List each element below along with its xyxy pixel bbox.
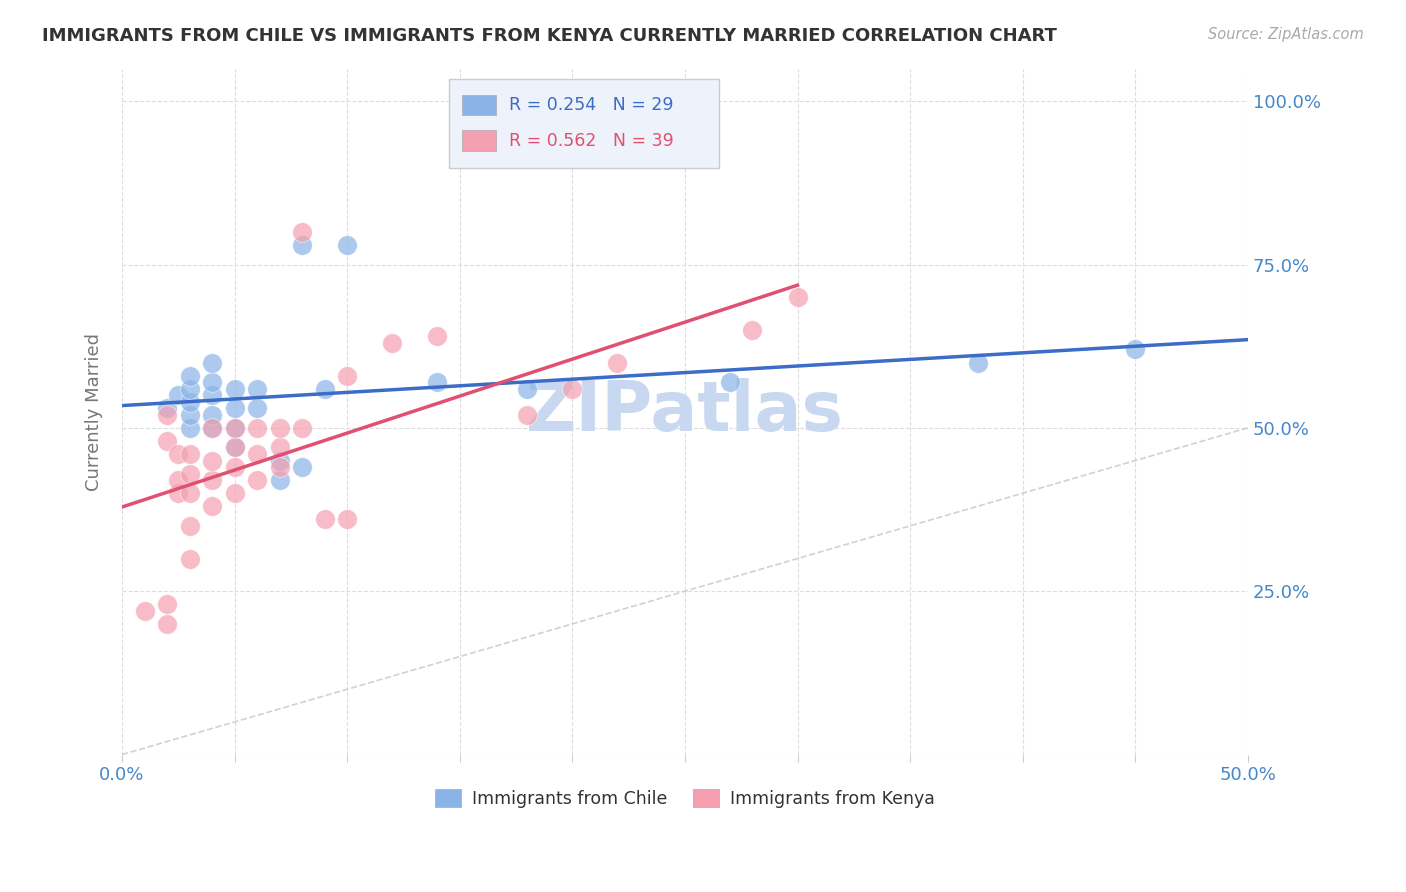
Point <box>314 512 336 526</box>
Point <box>134 604 156 618</box>
FancyBboxPatch shape <box>463 130 496 151</box>
Point <box>224 421 246 435</box>
Point <box>269 460 291 475</box>
Point <box>381 335 404 350</box>
Point <box>269 473 291 487</box>
Point <box>224 401 246 416</box>
Point <box>269 421 291 435</box>
Point <box>426 375 449 389</box>
Point <box>201 388 224 402</box>
Point <box>201 453 224 467</box>
Point <box>167 388 190 402</box>
Point <box>179 519 201 533</box>
Point <box>291 460 314 475</box>
Point <box>224 486 246 500</box>
Text: R = 0.254   N = 29: R = 0.254 N = 29 <box>509 95 673 114</box>
Point <box>201 355 224 369</box>
Point <box>269 453 291 467</box>
Point <box>224 441 246 455</box>
FancyBboxPatch shape <box>449 78 718 168</box>
Point <box>741 323 763 337</box>
Point <box>224 460 246 475</box>
Point <box>179 486 201 500</box>
Point <box>246 401 269 416</box>
Point <box>314 382 336 396</box>
Point <box>224 441 246 455</box>
Point <box>786 290 808 304</box>
Point <box>224 382 246 396</box>
Point <box>291 238 314 252</box>
Text: IMMIGRANTS FROM CHILE VS IMMIGRANTS FROM KENYA CURRENTLY MARRIED CORRELATION CHA: IMMIGRANTS FROM CHILE VS IMMIGRANTS FROM… <box>42 27 1057 45</box>
Point <box>966 355 988 369</box>
Point <box>201 473 224 487</box>
Point <box>179 421 201 435</box>
Point <box>179 447 201 461</box>
Point <box>336 238 359 252</box>
Point <box>167 473 190 487</box>
Y-axis label: Currently Married: Currently Married <box>86 333 103 491</box>
Point <box>291 225 314 239</box>
Point <box>246 421 269 435</box>
Point <box>336 368 359 383</box>
Point <box>516 382 538 396</box>
Point <box>246 447 269 461</box>
Point <box>246 382 269 396</box>
Point <box>156 597 179 611</box>
Point <box>179 382 201 396</box>
Point <box>201 421 224 435</box>
Point <box>179 467 201 481</box>
Text: Source: ZipAtlas.com: Source: ZipAtlas.com <box>1208 27 1364 42</box>
Point <box>269 441 291 455</box>
Text: ZIPatlas: ZIPatlas <box>526 378 844 445</box>
Point <box>201 375 224 389</box>
Point <box>156 616 179 631</box>
Point <box>179 408 201 422</box>
Point <box>426 329 449 343</box>
Point <box>246 473 269 487</box>
Point <box>1123 343 1146 357</box>
Point <box>179 394 201 409</box>
Point <box>156 401 179 416</box>
Point <box>224 421 246 435</box>
Point <box>167 486 190 500</box>
Point <box>201 408 224 422</box>
Point <box>718 375 741 389</box>
FancyBboxPatch shape <box>463 95 496 115</box>
Point <box>167 447 190 461</box>
Point <box>516 408 538 422</box>
Point <box>201 421 224 435</box>
Point <box>336 512 359 526</box>
Point <box>179 551 201 566</box>
Point <box>179 368 201 383</box>
Text: R = 0.562   N = 39: R = 0.562 N = 39 <box>509 131 673 150</box>
Point <box>606 355 628 369</box>
Point <box>156 434 179 448</box>
Point <box>201 500 224 514</box>
Point <box>156 408 179 422</box>
Point <box>291 421 314 435</box>
Point <box>561 382 583 396</box>
Legend: Immigrants from Chile, Immigrants from Kenya: Immigrants from Chile, Immigrants from K… <box>429 781 942 814</box>
